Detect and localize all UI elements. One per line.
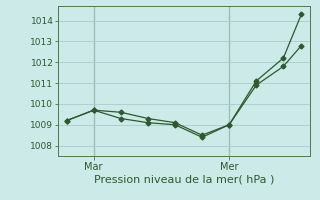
X-axis label: Pression niveau de la mer( hPa ): Pression niveau de la mer( hPa ) (94, 174, 274, 184)
